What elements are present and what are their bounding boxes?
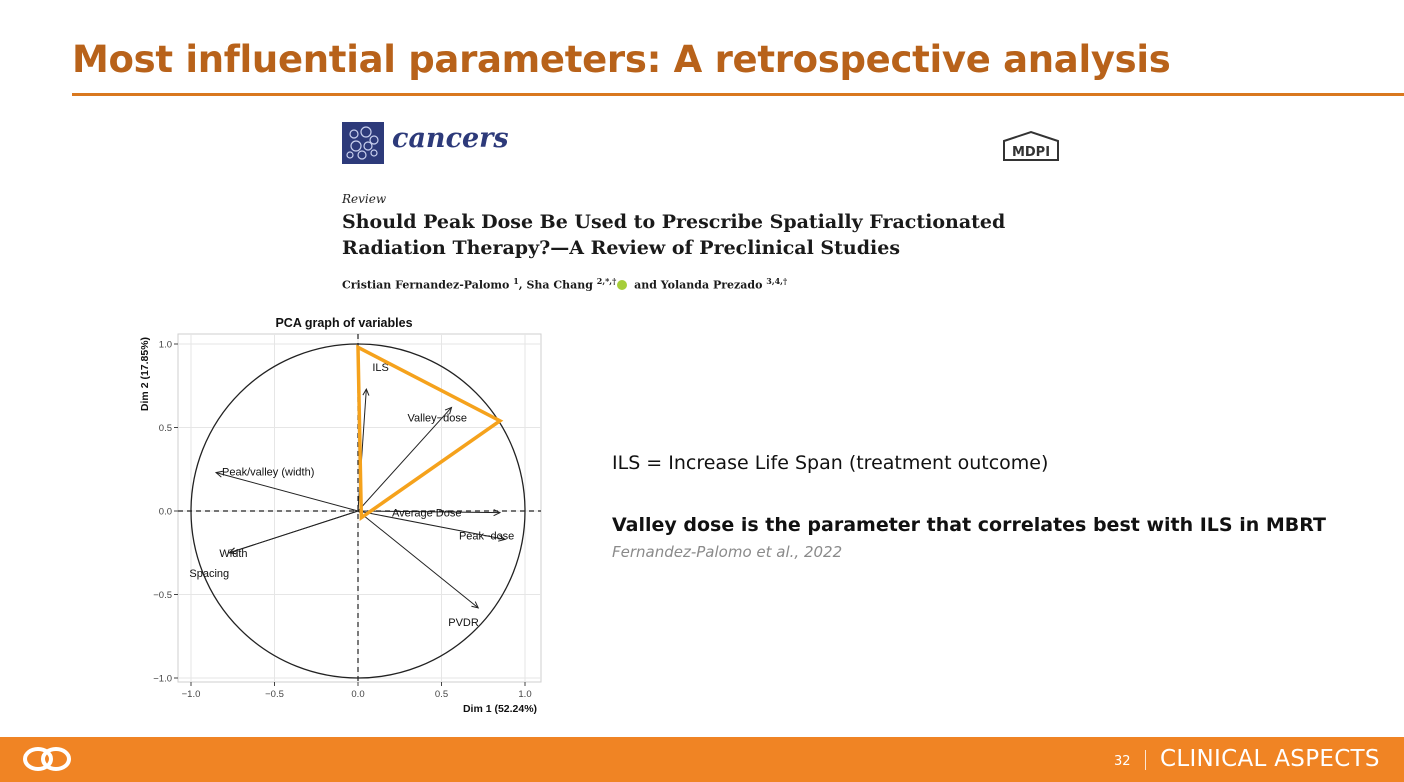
variable-arrow: [229, 510, 359, 554]
section-label: CLINICAL ASPECTS: [1160, 746, 1380, 772]
y-tick-label: −1.0: [153, 674, 172, 685]
page-number: 32: [1114, 754, 1131, 769]
variable-arrow: [357, 407, 452, 512]
author-name: Cristian Fernandez-Palomo: [342, 278, 510, 292]
variable-arrow-head: [214, 470, 224, 478]
footer-divider: [1145, 750, 1146, 770]
variable-arrow-head: [362, 387, 370, 396]
y-tick-label: −0.5: [153, 590, 172, 601]
y-tick-label: 1.0: [159, 340, 172, 351]
variable-label: ILS: [372, 362, 389, 374]
citation: Fernandez-Palomo et al., 2022: [612, 543, 843, 561]
mdpi-logo-icon: MDPI: [1003, 130, 1059, 161]
author-affiliation: 3,4,†: [766, 276, 788, 286]
paper-title-line-1: Should Peak Dose Be Used to Prescribe Sp…: [342, 211, 1006, 233]
footer-bar: 32 CLINICAL ASPECTS: [0, 737, 1404, 782]
ils-definition: ILS = Increase Life Span (treatment outc…: [612, 452, 1049, 474]
variable-arrow-head: [444, 406, 453, 415]
x-tick-label: 1.0: [518, 689, 531, 700]
key-finding: Valley dose is the parameter that correl…: [612, 514, 1326, 536]
authors-and: and: [630, 278, 661, 292]
plot-panel: [177, 333, 542, 683]
variable-label: Peak−dose: [459, 530, 514, 542]
variable-arrow: [357, 510, 506, 540]
variable-label: PVDR: [448, 617, 479, 629]
variable-arrow-head: [493, 509, 502, 517]
highlight-triangle-outline: [356, 344, 504, 521]
author-affiliation: 2,*,†: [596, 276, 617, 286]
variable-arrow-head: [471, 601, 480, 609]
pca-chart: −1.0 −1.0 −0.5 −0.5 0.0 0.0 0.5 0.5 1.0 1.0 ILS Va…: [139, 316, 542, 715]
cancers-journal-logo-icon: [342, 122, 384, 164]
y-axis-label: Dim 2 (17.85%): [139, 337, 151, 411]
author-affiliation: 1: [513, 276, 519, 286]
chart-title: PCA graph of variables: [275, 316, 412, 330]
publisher-name: MDPI: [1012, 145, 1050, 160]
variable-arrows: ILS Valley−dose Peak/valley (width) Average…: [189, 362, 514, 629]
author-name: Yolanda Prezado: [660, 278, 763, 292]
paper-authors: Cristian Fernandez-Palomo 1, Sha Chang 2…: [342, 276, 787, 292]
paper-title-line-2: Radiation Therapy?—A Review of Preclinic…: [342, 237, 901, 259]
x-tick-label: −1.0: [182, 689, 201, 700]
paper-title: Should Peak Dose Be Used to Prescribe Sp…: [342, 209, 1062, 261]
variable-arrow: [215, 472, 359, 512]
x-axis-label: Dim 1 (52.24%): [463, 703, 537, 715]
variable-arrow-head: [228, 547, 237, 555]
variable-label: Average Dose: [392, 508, 462, 520]
variable-arrow: [357, 510, 479, 609]
variable-label: Valley−dose: [408, 412, 467, 424]
y-tick-label: 0.5: [159, 423, 172, 434]
journal-name: cancers: [392, 123, 509, 154]
x-tick-label: 0.0: [351, 689, 364, 700]
y-tick-label: 0.0: [159, 507, 172, 518]
variable-label: Peak/valley (width): [222, 467, 314, 479]
paper-header: cancers MDPI Review Should Peak Dose Be …: [336, 112, 1064, 298]
brand-logo-icon: [23, 747, 71, 771]
orcid-icon[interactable]: [617, 279, 628, 290]
slide-title: Most influential parameters: A retrospec…: [72, 38, 1171, 81]
author-name: Sha Chang: [526, 278, 593, 292]
title-divider: [72, 93, 1404, 96]
variable-arrow: [357, 510, 500, 514]
variable-label: Spacing: [189, 568, 229, 580]
authors-separator: ,: [518, 278, 527, 292]
highlight-triangle: [356, 344, 504, 521]
variable-arrow-head: [498, 534, 507, 542]
paper-type: Review: [342, 192, 387, 206]
plot-axes: −1.0 −1.0 −0.5 −0.5 0.0 0.0 0.5 0.5 1.0 1.0: [153, 334, 541, 700]
x-tick-label: −0.5: [265, 689, 284, 700]
x-tick-label: 0.5: [435, 689, 448, 700]
